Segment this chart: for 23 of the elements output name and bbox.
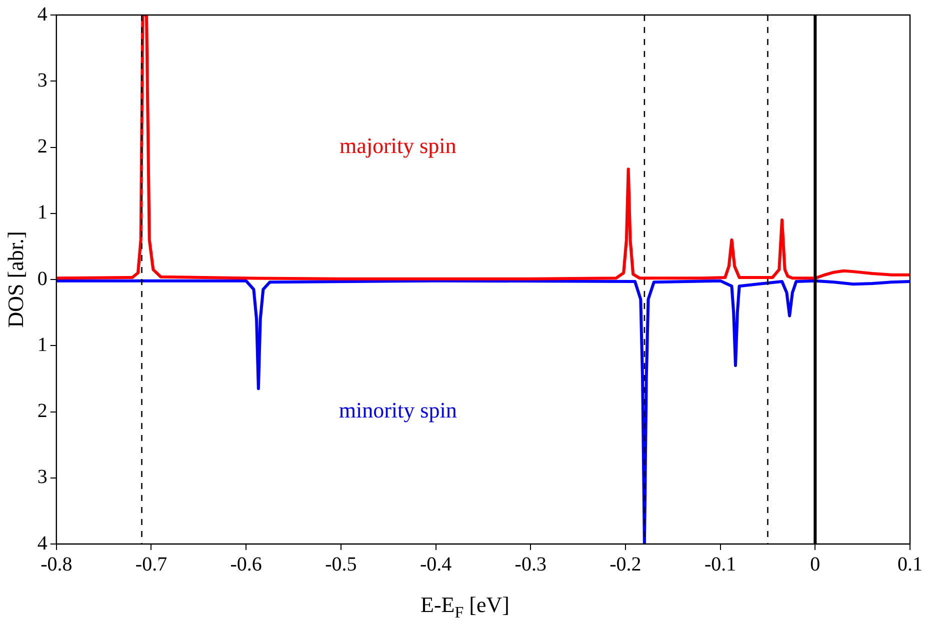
y-axis-title: DOS [abr.] — [2, 231, 28, 328]
y-tick-label: 4 — [37, 3, 48, 26]
y-tick-label: 4 — [37, 532, 48, 554]
y-tick-label: 3 — [37, 466, 48, 488]
x-tick-label: -0.8 — [40, 553, 72, 576]
text: majority spin — [339, 133, 456, 158]
y-tick-label: 3 — [37, 69, 48, 92]
x-tick-label: -0.4 — [420, 553, 452, 576]
x-tick-label: -0.3 — [514, 553, 546, 576]
x-tick-label: 0 — [810, 553, 820, 576]
y-tick-label: 1 — [37, 334, 48, 356]
x-tick-label: -0.1 — [704, 553, 736, 576]
x-axis-title: E-E$_{F}$ [eV] — [420, 592, 510, 622]
y-tick-label: 0 — [37, 268, 48, 290]
x-tick-label: -0.7 — [135, 553, 168, 576]
y-tick-label: 2 — [37, 136, 48, 158]
x-tick-label: -0.6 — [230, 553, 262, 576]
x-tick-label: 0.1 — [898, 553, 922, 576]
y-tick-label: 1 — [37, 202, 48, 224]
x-tick-label: -0.2 — [610, 553, 642, 576]
y-tick-label: 2 — [37, 400, 48, 422]
x-tick-label: -0.5 — [325, 553, 357, 576]
text: minority spin — [338, 398, 457, 423]
